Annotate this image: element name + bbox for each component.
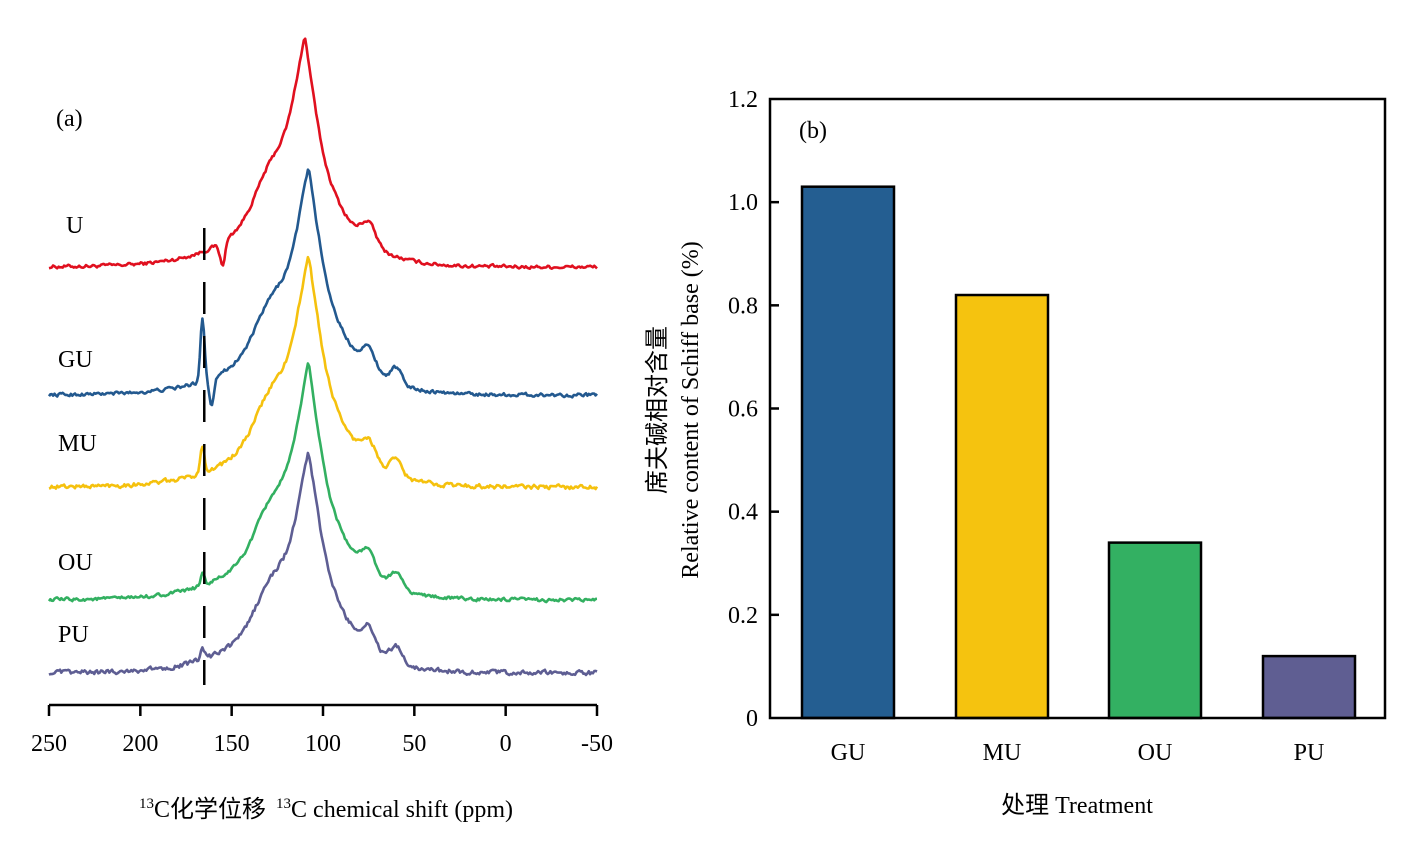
series-label-u: U <box>66 213 83 239</box>
panel-b-label: (b) <box>799 118 827 144</box>
y-tick-label-b: 0.6 <box>728 397 758 423</box>
spectrum-line-gu <box>47 168 598 407</box>
x-tick-label-b: OU <box>1138 740 1173 766</box>
y-tick-label-b: 1.0 <box>728 190 758 216</box>
bar-ou <box>1107 541 1203 720</box>
spectrum-line-ou <box>47 362 598 604</box>
spectrum-line-mu <box>48 255 599 491</box>
x-axis-title-b: 处理 Treatment <box>1001 792 1153 819</box>
y-tick-label-b: 0.4 <box>728 500 758 526</box>
y-tick-label-b: 0 <box>746 706 758 732</box>
x-tick-label-a: 100 <box>305 731 341 757</box>
spectra-labels-group: U GU MU OU PU <box>58 213 97 648</box>
y-axis-title-cn: 席夫碱相对含量 <box>644 326 671 494</box>
y-axis-title-b: 席夫碱相对含量 Relative content of Schiff base … <box>644 241 704 578</box>
y-tick-label-b: 0.2 <box>728 603 758 629</box>
x-tick-label-a: 200 <box>122 731 158 757</box>
x-tick-label-a: 50 <box>402 731 426 757</box>
y-axis-b: 0 0.2 0.4 0.6 0.8 1.0 1.2 <box>728 87 779 732</box>
spectrum-line-pu <box>48 451 598 677</box>
x-tick-label-b: GU <box>831 740 866 766</box>
bar-pu <box>1261 654 1357 720</box>
series-label-gu: GU <box>58 347 93 373</box>
y-tick-label-b: 1.2 <box>728 87 758 113</box>
bars-group <box>800 185 1357 720</box>
x-tick-label-a: 150 <box>214 731 250 757</box>
panel-a-nmr-spectra: (a) U GU MU OU PU 250 200 150 100 50 0 -50 13C化学位移… <box>31 37 613 823</box>
panel-b-bar-chart: (b) 0 0.2 0.4 0.6 0.8 1.0 1.2 GU MU OU PU 处理 Trea… <box>644 87 1387 819</box>
x-tick-label-a: -50 <box>581 731 613 757</box>
x-axis-a: 250 200 150 100 50 0 -50 <box>31 703 613 757</box>
x-tick-label-a: 0 <box>500 731 512 757</box>
x-axis-b: GU MU OU PU <box>831 740 1325 766</box>
x-tick-label-b: PU <box>1294 740 1325 766</box>
bar-mu <box>954 293 1050 720</box>
series-label-pu: PU <box>58 622 89 648</box>
x-tick-label-b: MU <box>983 740 1022 766</box>
x-tick-label-a: 250 <box>31 731 67 757</box>
x-axis-title-a: 13C化学位移 13C chemical shift (ppm) <box>139 796 513 823</box>
series-label-mu: MU <box>58 431 97 457</box>
series-label-ou: OU <box>58 550 93 576</box>
bar-gu <box>800 185 896 720</box>
spectra-series-group <box>47 37 599 677</box>
y-tick-label-b: 0.8 <box>728 293 758 319</box>
y-axis-title-en: Relative content of Schiff base (%) <box>678 241 704 578</box>
panel-a-label: (a) <box>56 106 83 132</box>
spectrum-line-u <box>48 37 598 270</box>
